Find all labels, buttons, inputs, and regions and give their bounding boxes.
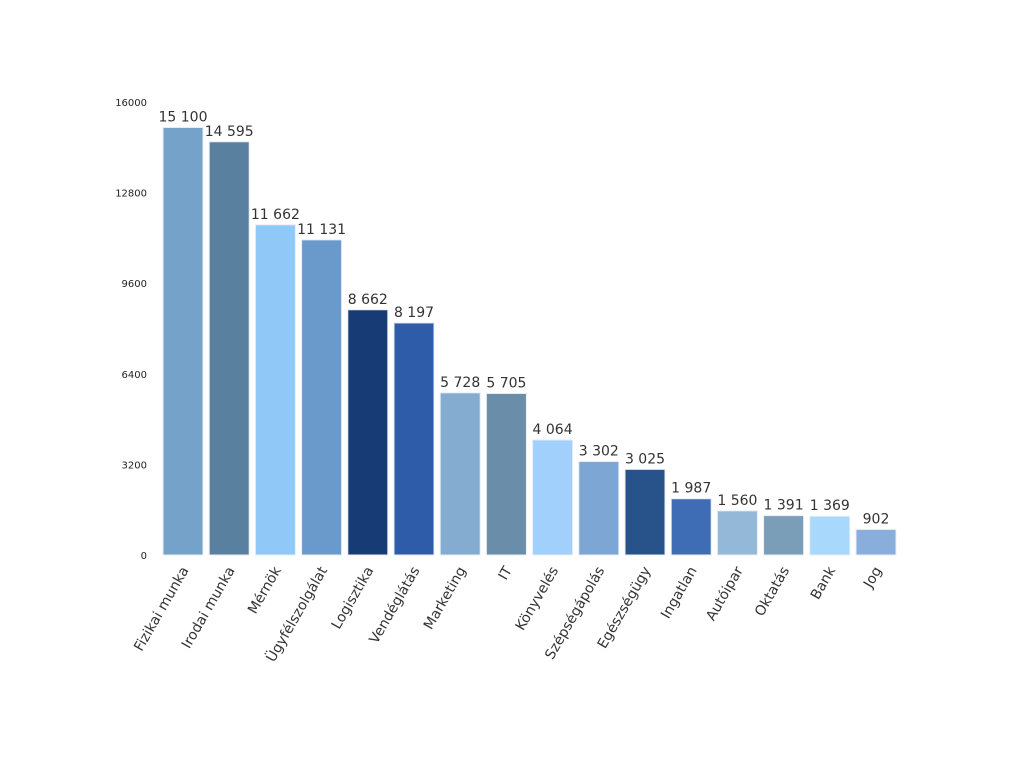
data-label: 14 595 [205, 124, 254, 140]
bar-2 [254, 224, 296, 556]
x-tick-label: Bank [808, 563, 840, 602]
data-label: 8 197 [394, 305, 434, 321]
data-label: 1 369 [810, 498, 850, 514]
bar-11 [670, 498, 712, 556]
data-label: 5 705 [486, 375, 526, 391]
y-tick-label: 9600 [122, 279, 147, 290]
data-label: 15 100 [159, 109, 208, 125]
x-tick-label: Logisztika [329, 564, 378, 632]
data-label: 3 302 [579, 444, 619, 460]
x-tick-label: Ingatlan [658, 564, 701, 622]
data-label: 1 987 [671, 481, 711, 497]
data-label: 8 662 [348, 292, 388, 308]
x-tick-label: Könyvelés [513, 564, 562, 633]
bar-1 [208, 141, 250, 556]
bar-9 [578, 461, 620, 556]
x-tick-label: Jog [860, 564, 885, 592]
y-tick-label: 6400 [122, 370, 147, 381]
data-label: 4 064 [533, 422, 573, 438]
x-tick-label: IT [496, 564, 516, 583]
bar-3 [301, 239, 343, 556]
bar-8 [532, 439, 574, 556]
bar-15 [855, 528, 897, 556]
y-tick-label: 16000 [115, 98, 147, 109]
bar-6 [439, 392, 481, 556]
data-label: 11 662 [251, 207, 300, 223]
bar-5 [393, 322, 435, 556]
data-label: 3 025 [625, 451, 665, 467]
bar-7 [485, 392, 527, 556]
data-label: 1 560 [717, 493, 757, 509]
x-tick-label: Marketing [421, 564, 470, 632]
data-label: 11 131 [297, 222, 346, 238]
bar-13 [763, 515, 805, 556]
y-tick-label: 0 [141, 551, 147, 562]
data-label: 902 [863, 511, 890, 527]
bar-4 [347, 309, 389, 556]
data-label: 5 728 [440, 375, 480, 391]
bar-10 [624, 468, 666, 556]
y-tick-label: 3200 [122, 460, 147, 471]
y-tick-label: 12800 [115, 189, 147, 200]
x-tick-label: Autóipar [703, 564, 747, 624]
x-tick-label: Mérnök [245, 563, 285, 617]
bar-0 [162, 126, 204, 556]
x-tick-label: Vendéglátás [367, 564, 424, 647]
bar-12 [716, 510, 758, 556]
x-tick-label: Oktatás [752, 564, 793, 619]
bar-14 [809, 515, 851, 556]
data-label: 1 391 [764, 498, 804, 514]
